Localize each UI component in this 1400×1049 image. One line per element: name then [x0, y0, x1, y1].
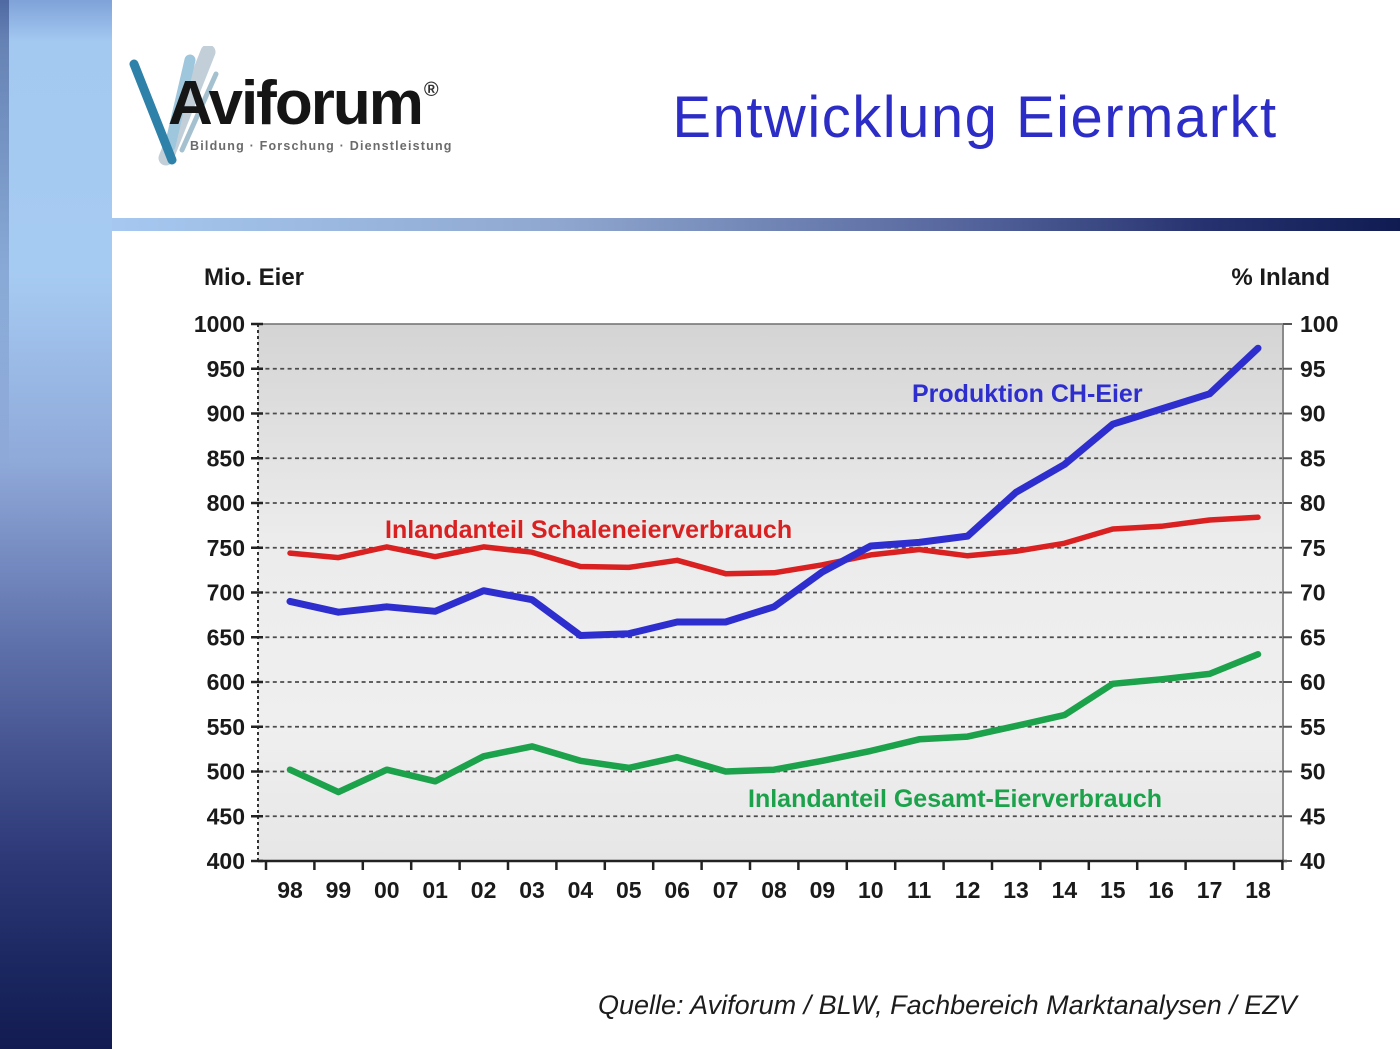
- aviforum-logo: Aviforum ® Bildung · Forschung · Dienstle…: [120, 42, 460, 172]
- right-axis-tick-label: 50: [1300, 759, 1326, 785]
- left-axis-tick-label: 850: [207, 445, 245, 471]
- x-axis-tick-label: 07: [713, 877, 739, 903]
- x-axis-tick-label: 15: [1100, 877, 1126, 903]
- series-label-3: Inlandanteil Gesamt-Eierverbrauch: [748, 785, 1162, 813]
- right-axis-tick-label: 85: [1300, 445, 1326, 471]
- x-axis-tick-label: 98: [277, 877, 303, 903]
- logo-trademark-icon: ®: [423, 79, 439, 101]
- x-axis-tick-label: 16: [1148, 877, 1174, 903]
- right-axis-tick-label: 70: [1300, 580, 1326, 606]
- left-axis-tick-label: 650: [207, 624, 245, 650]
- logo-text: Aviforum ® Bildung · Forschung · Dienstle…: [168, 68, 453, 153]
- right-axis-tick-label: 95: [1300, 356, 1326, 382]
- x-axis-tick-label: 00: [374, 877, 400, 903]
- right-axis-tick-label: 45: [1300, 803, 1326, 829]
- x-axis-tick-label: 03: [519, 877, 545, 903]
- x-axis-tick-label: 09: [810, 877, 836, 903]
- x-axis-tick-label: 14: [1052, 877, 1078, 903]
- logo-swoosh-icon: [129, 46, 219, 166]
- logo-tagline: Bildung · Forschung · Dienstleistung: [190, 139, 453, 153]
- right-axis-tick-label: 80: [1300, 490, 1326, 516]
- series-line-2: [287, 514, 1261, 577]
- left-gradient-bar: [0, 0, 112, 1049]
- x-axis-tick-label: 12: [955, 877, 981, 903]
- x-axis-tick-label: 17: [1197, 877, 1223, 903]
- logo-brand: Aviforum: [168, 69, 424, 138]
- series-label-2: Inlandanteil Schaleneierverbrauch: [385, 516, 792, 544]
- x-axis-tick-label: 10: [858, 877, 884, 903]
- right-axis-tick-label: 55: [1300, 714, 1326, 740]
- left-axis-tick-label: 700: [207, 580, 245, 606]
- left-axis-tick-label: 950: [207, 356, 245, 382]
- series-label-1: Produktion CH-Eier: [912, 380, 1143, 408]
- left-axis-tick-label: 450: [207, 803, 245, 829]
- left-axis-tick-label: 400: [207, 848, 245, 874]
- x-axis-tick-label: 05: [616, 877, 642, 903]
- series-line-3: [286, 651, 1262, 796]
- right-axis-tick-label: 40: [1300, 848, 1326, 874]
- left-axis-title: Mio. Eier: [204, 264, 305, 291]
- x-axis-tick-label: 13: [1003, 877, 1029, 903]
- right-axis-tick-label: 100: [1300, 311, 1338, 337]
- x-axis-tick-label: 18: [1245, 877, 1271, 903]
- x-axis-tick-label: 04: [568, 877, 594, 903]
- series-line-1: [286, 344, 1262, 639]
- right-axis-title: % Inland: [1231, 264, 1330, 291]
- divider-band: [112, 218, 1400, 231]
- header: Aviforum ® Bildung · Forschung · Dienstle…: [112, 0, 1400, 218]
- left-axis-tick-label: 900: [207, 401, 245, 427]
- x-axis-tick-label: 99: [326, 877, 352, 903]
- slide-title: Entwicklung Eiermarkt: [672, 85, 1278, 150]
- left-axis-tick-label: 800: [207, 490, 245, 516]
- left-axis-tick-label: 600: [207, 669, 245, 695]
- x-axis-tick-label: 08: [761, 877, 787, 903]
- right-axis-tick-label: 90: [1300, 401, 1326, 427]
- x-axis-tick-label: 06: [664, 877, 690, 903]
- x-axis-tick-label: 02: [471, 877, 497, 903]
- right-axis-tick-label: 60: [1300, 669, 1326, 695]
- left-axis-tick-label: 500: [207, 759, 245, 785]
- left-axis-tick-label: 550: [207, 714, 245, 740]
- left-axis-tick-label: 1000: [194, 311, 245, 337]
- x-axis-tick-label: 11: [907, 877, 932, 903]
- left-axis-tick-label: 750: [207, 535, 245, 561]
- source-caption: Quelle: Aviforum / BLW, Fachbereich Mark…: [598, 990, 1297, 1020]
- right-axis-tick-label: 65: [1300, 624, 1326, 650]
- x-axis-tick-label: 01: [422, 877, 448, 903]
- egg-market-line-chart: 1000950900850800750700650600550500450400…: [194, 311, 1339, 903]
- right-axis-tick-label: 75: [1300, 535, 1326, 561]
